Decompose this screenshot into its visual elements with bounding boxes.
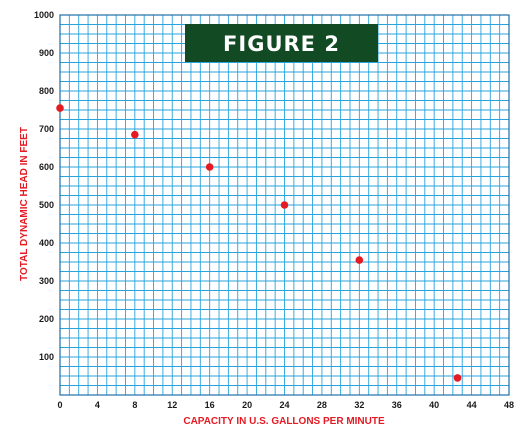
grid bbox=[59, 14, 510, 396]
y-tick-label: 300 bbox=[39, 276, 54, 286]
y-tick-labels: 100 200 300 400 500 600 700 800 900 1000 bbox=[34, 10, 54, 362]
data-point bbox=[453, 374, 462, 382]
data-point bbox=[131, 130, 139, 139]
x-tick-label: 32 bbox=[354, 400, 364, 410]
x-tick-label: 4 bbox=[95, 400, 100, 410]
plot-border bbox=[59, 14, 510, 396]
y-tick-label: 900 bbox=[39, 48, 54, 58]
x-tick-label: 36 bbox=[392, 400, 402, 410]
data-point bbox=[280, 201, 289, 209]
y-tick-label: 1000 bbox=[34, 10, 54, 20]
x-tick-label: 28 bbox=[317, 400, 327, 410]
x-tick-label: 16 bbox=[205, 400, 215, 410]
y-tick-label: 700 bbox=[39, 124, 54, 134]
x-tick-label: 12 bbox=[167, 400, 177, 410]
y-tick-label: 400 bbox=[39, 238, 54, 248]
y-axis-title: TOTAL DYNAMIC HEAD IN FEET bbox=[19, 127, 30, 281]
x-tick-label: 24 bbox=[279, 400, 289, 410]
x-tick-label: 44 bbox=[467, 400, 477, 410]
y-tick-label: 100 bbox=[39, 352, 54, 362]
figure-title: FIGURE 2 bbox=[223, 32, 340, 56]
y-tick-label: 500 bbox=[39, 200, 54, 210]
data-points bbox=[56, 104, 462, 382]
figure-banner: FIGURE 2 bbox=[185, 24, 378, 62]
plot-frame bbox=[59, 14, 510, 396]
y-tick-label: 200 bbox=[39, 314, 54, 324]
data-point bbox=[355, 256, 364, 264]
y-tick-label: 800 bbox=[39, 86, 54, 96]
y-tick-label: 600 bbox=[39, 162, 54, 172]
data-point bbox=[56, 104, 64, 112]
x-tick-label: 0 bbox=[57, 400, 62, 410]
data-point bbox=[205, 163, 214, 171]
x-tick-label: 8 bbox=[132, 400, 137, 410]
x-tick-label: 20 bbox=[242, 400, 252, 410]
x-tick-label: 48 bbox=[504, 400, 514, 410]
figure-banner-background bbox=[185, 24, 378, 62]
x-axis-title: CAPACITY IN U.S. GALLONS PER MINUTE bbox=[183, 416, 385, 427]
x-tick-label: 40 bbox=[429, 400, 439, 410]
x-tick-labels: 0 4 8 12 16 20 24 28 32 36 40 44 48 bbox=[57, 400, 514, 410]
